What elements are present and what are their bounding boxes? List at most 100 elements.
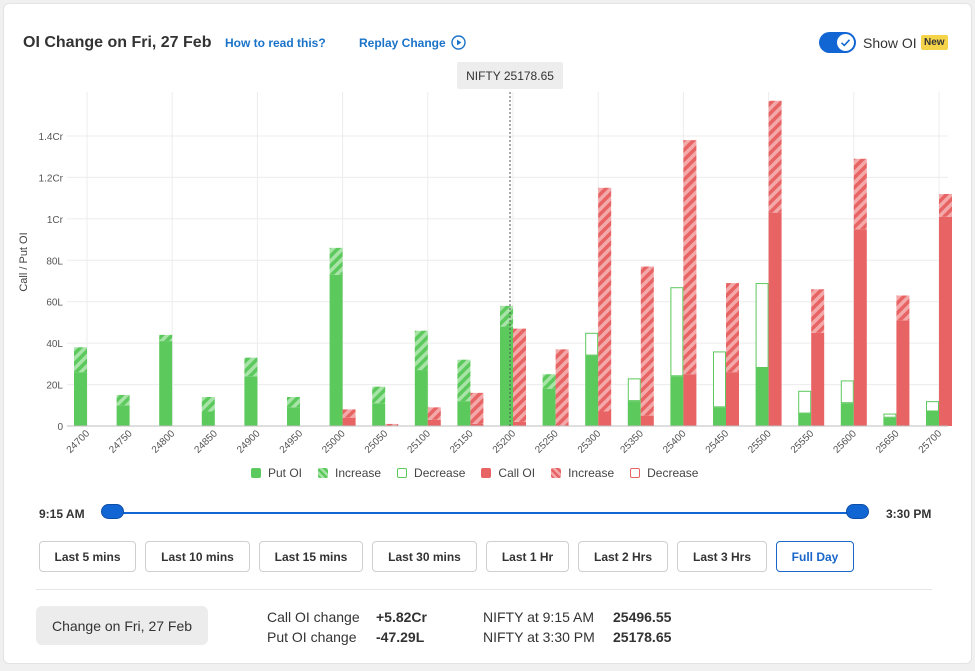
replay-change-link[interactable]: Replay Change [359,36,446,50]
put-decrease-bar[interactable] [926,401,939,412]
call-oi-bar[interactable] [939,216,952,426]
put-oi-bar[interactable] [500,326,513,426]
put-oi-bar[interactable] [627,401,641,426]
put-oi-bar[interactable] [244,376,258,426]
call-increase-bar[interactable] [853,158,867,230]
slider-end-handle[interactable] [846,504,869,519]
slider-start-handle[interactable] [101,504,124,519]
put-oi-bar[interactable] [457,401,471,426]
x-tick-label: 25600 [831,428,859,456]
put-oi-bar[interactable] [840,403,854,426]
spot-label: NIFTY 25178.65 [466,69,554,83]
put-increase-bar[interactable] [414,330,428,371]
call-oi-bar[interactable] [683,374,697,426]
call-increase-bar[interactable] [726,283,739,373]
call-increase-bar[interactable] [470,392,484,424]
put-decrease-bar[interactable] [840,380,854,404]
call-increase-bar[interactable] [342,409,356,418]
legend-put-increase: Increase [318,466,381,480]
put-decrease-bar[interactable] [798,390,812,414]
range-last-3-hrs-button[interactable]: Last 3 Hrs [677,541,767,572]
put-oi-bar[interactable] [542,388,556,426]
put-oi-bar[interactable] [201,411,215,427]
call-oi-bar[interactable] [853,229,867,426]
check-icon [840,39,851,47]
time-slider-track[interactable] [108,512,860,514]
put-decrease-bar[interactable] [883,413,897,418]
range-last-10-mins-button[interactable]: Last 10 mins [145,541,250,572]
put-oi-bar[interactable] [585,355,599,426]
range-last-2-hrs-button[interactable]: Last 2 Hrs [578,541,668,572]
put-decrease-bar[interactable] [713,351,726,408]
call-oi-bar[interactable] [470,423,484,426]
put-oi-bar[interactable] [116,405,130,426]
put-increase-bar[interactable] [372,386,386,404]
range-last-1-hr-button[interactable]: Last 1 Hr [486,541,569,572]
call-increase-bar[interactable] [385,423,399,426]
put-increase-bar[interactable] [542,374,556,389]
call-increase-bar[interactable] [896,295,910,321]
call-increase-bar[interactable] [513,328,526,422]
call-increase-bar[interactable] [427,407,441,420]
put-increase-bar[interactable] [116,394,130,406]
put-increase-bar[interactable] [457,359,471,402]
range-last-15-mins-button[interactable]: Last 15 mins [259,541,363,572]
call-oi-bar[interactable] [726,372,739,426]
put-increase-bar[interactable] [74,347,87,373]
oi-chart: 0 20L 40L 60L 80L 1Cr 1.2Cr 1.4Cr 24700 24750 2480… [18,62,952,456]
range-last-30-mins-button[interactable]: Last 30 mins [372,541,477,572]
call-oi-bar[interactable] [811,332,825,426]
change-on-date-button[interactable]: Change on Fri, 27 Feb [36,606,208,645]
show-oi-toggle[interactable] [819,32,856,53]
range-last-5-mins-button[interactable]: Last 5 mins [39,541,136,572]
put-oi-bar[interactable] [883,417,897,426]
put-increase-bar[interactable] [159,334,173,342]
put-oi-bar[interactable] [755,368,769,426]
x-tick-label: 25450 [704,428,732,456]
call-oi-bar[interactable] [342,417,356,426]
y-tick-label: 1.4Cr [39,132,64,143]
put-oi-bar[interactable] [414,370,428,426]
put-decrease-bar[interactable] [670,287,684,377]
call-increase-bar[interactable] [939,194,952,217]
x-tick-label: 25700 [917,428,945,456]
put-oi-bar[interactable] [670,376,684,426]
call-oi-bar[interactable] [896,320,910,426]
put-increase-bar[interactable] [500,305,513,327]
y-tick-label: 1Cr [47,215,64,226]
put-oi-bar[interactable] [159,341,173,426]
call-increase-bar[interactable] [683,140,697,375]
play-circle-icon[interactable] [451,35,466,50]
put-oi-bar[interactable] [287,407,300,426]
call-increase-bar[interactable] [811,289,825,333]
call-increase-bar[interactable] [768,100,782,213]
put-oi-change-label: Put OI change [267,629,357,645]
call-oi-bar[interactable] [640,415,654,426]
put-increase-bar[interactable] [201,397,215,412]
put-oi-bar[interactable] [329,274,343,426]
put-oi-bar[interactable] [926,411,939,427]
call-increase-bar[interactable] [640,266,654,416]
put-oi-bar[interactable] [372,403,386,426]
put-increase-bar[interactable] [244,357,258,377]
call-oi-bar[interactable] [768,212,782,426]
new-badge: New [921,35,948,50]
call-oi-bar[interactable] [513,421,526,426]
put-increase-bar[interactable] [329,247,343,275]
call-increase-bar[interactable] [555,349,569,426]
put-decrease-bar[interactable] [755,283,769,369]
put-oi-bar[interactable] [713,407,726,426]
put-oi-bar[interactable] [74,372,87,426]
put-decrease-bar[interactable] [627,378,641,402]
put-oi-bar[interactable] [798,413,812,426]
range-full-day-button[interactable]: Full Day [776,541,854,572]
put-decrease-swatch [397,468,408,478]
how-to-read-link[interactable]: How to read this? [225,36,326,50]
call-oi-bar[interactable] [598,411,612,427]
y-tick-label: 80L [46,256,63,267]
call-oi-bar[interactable] [427,419,441,426]
x-tick-label: 24850 [192,428,220,456]
call-increase-bar[interactable] [598,187,612,412]
put-decrease-bar[interactable] [585,332,599,356]
put-increase-bar[interactable] [287,397,300,408]
